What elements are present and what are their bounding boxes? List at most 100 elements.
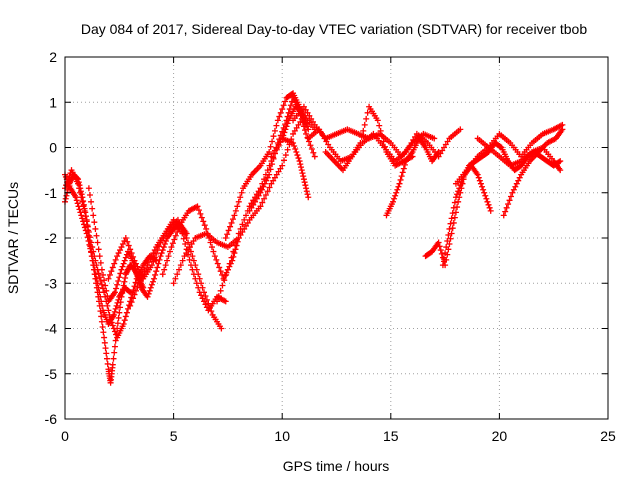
data-point — [295, 155, 302, 162]
data-point — [143, 265, 150, 272]
data-point — [500, 212, 507, 219]
data-point — [105, 275, 112, 282]
data-point — [166, 248, 173, 255]
data-point — [431, 135, 438, 142]
data-point — [123, 309, 130, 316]
data-point — [111, 260, 118, 267]
data-point — [92, 225, 99, 232]
data-point — [90, 262, 97, 269]
data-point — [102, 345, 109, 352]
data-point — [510, 186, 517, 193]
data-point — [122, 274, 129, 281]
data-point — [82, 227, 89, 234]
data-point — [273, 171, 280, 178]
data-point — [198, 214, 205, 221]
data-point — [93, 232, 100, 239]
data-point — [268, 153, 275, 160]
data-point — [442, 141, 449, 148]
data-point — [282, 152, 289, 159]
data-point — [262, 192, 269, 199]
data-point — [308, 146, 315, 153]
data-point — [98, 318, 105, 325]
data-point — [137, 277, 144, 284]
data-point — [284, 146, 291, 153]
data-point — [114, 281, 121, 288]
data-point — [116, 309, 123, 316]
data-point — [130, 295, 137, 302]
data-point — [477, 180, 484, 187]
data-point — [412, 133, 419, 140]
data-point — [258, 186, 265, 193]
data-point — [100, 329, 107, 336]
data-point — [110, 355, 117, 362]
data-point — [264, 188, 271, 195]
data-point — [282, 98, 289, 105]
data-point — [229, 216, 236, 223]
data-point — [135, 280, 142, 287]
data-point — [380, 138, 387, 145]
data-point — [208, 244, 215, 251]
data-point — [264, 174, 271, 181]
data-point — [296, 158, 303, 165]
data-point — [103, 287, 110, 294]
data-point — [185, 247, 192, 254]
data-point — [98, 298, 105, 305]
data-point — [94, 280, 101, 287]
data-point — [110, 311, 117, 318]
data-point — [444, 238, 451, 245]
data-point — [267, 166, 274, 173]
data-point — [131, 283, 138, 290]
data-point — [458, 179, 465, 186]
data-point — [186, 244, 193, 251]
data-point — [201, 298, 208, 305]
data-point — [76, 185, 83, 192]
data-point — [83, 230, 90, 237]
data-point — [224, 266, 231, 273]
data-point — [86, 241, 93, 248]
data-point — [88, 249, 95, 256]
data-point — [96, 274, 103, 281]
data-point — [175, 225, 182, 232]
data-point — [302, 127, 309, 134]
data-point — [448, 215, 455, 222]
data-point — [277, 165, 284, 172]
data-point — [112, 305, 119, 312]
data-point — [104, 293, 111, 300]
data-point — [379, 133, 386, 140]
data-point — [100, 285, 107, 292]
data-point — [450, 204, 457, 211]
data-point — [63, 192, 70, 199]
data-point — [119, 263, 126, 270]
data-point — [180, 235, 187, 242]
data-point — [273, 144, 280, 151]
data-point — [396, 180, 403, 187]
data-point — [75, 203, 82, 210]
y-axis-label: SDTVAR / TECUs — [5, 182, 21, 294]
data-point — [169, 240, 176, 247]
data-point — [203, 304, 210, 311]
data-point — [223, 271, 230, 278]
data-point — [457, 126, 464, 133]
data-point — [111, 289, 118, 296]
data-point — [482, 192, 489, 199]
data-point — [88, 198, 95, 205]
data-point — [197, 210, 204, 217]
data-point — [144, 293, 151, 300]
data-point — [97, 259, 104, 266]
data-point — [408, 139, 415, 146]
data-point — [374, 117, 381, 124]
data-point — [279, 106, 286, 113]
plot-frame — [64, 56, 609, 420]
series-sat18 — [452, 121, 566, 187]
data-point — [502, 208, 509, 215]
x-tick-label: 10 — [274, 428, 290, 444]
data-point — [148, 253, 155, 260]
data-point — [179, 230, 186, 237]
data-point — [103, 350, 110, 357]
data-point — [286, 106, 293, 113]
data-point — [480, 186, 487, 193]
data-point — [101, 339, 108, 346]
data-point — [445, 231, 452, 238]
data-point — [105, 307, 112, 314]
data-point — [310, 149, 317, 156]
